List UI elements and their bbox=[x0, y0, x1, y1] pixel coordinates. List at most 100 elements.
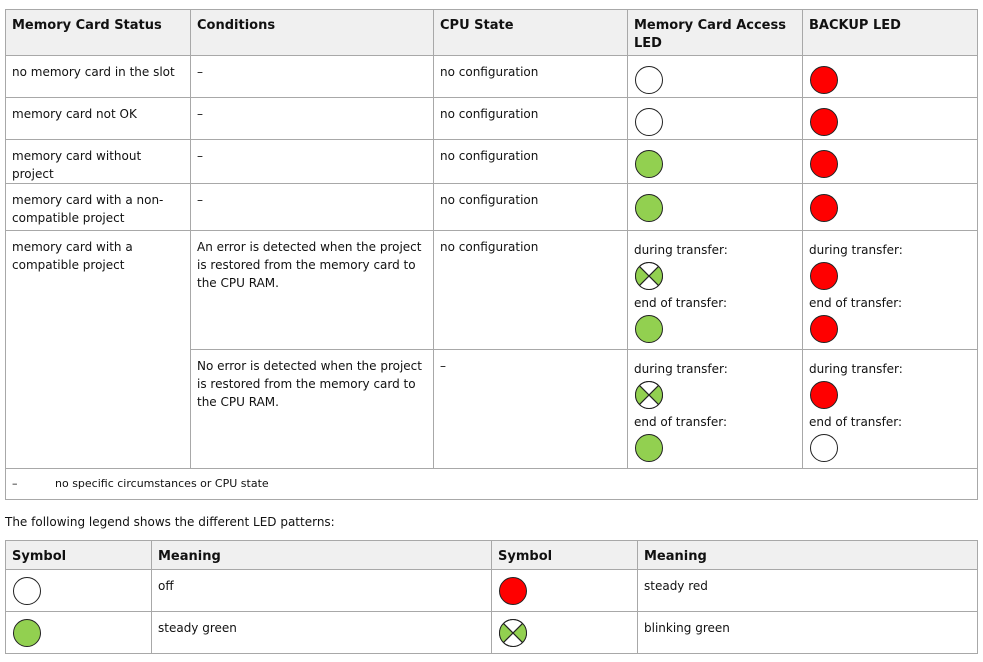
header-cell: CPU State bbox=[433, 9, 628, 56]
symbol-cell bbox=[491, 611, 638, 654]
header-row: Memory Card Status Conditions CPU State … bbox=[5, 9, 978, 56]
use-part bbox=[635, 434, 663, 462]
led-red bbox=[810, 315, 838, 343]
led-caption: during transfer: bbox=[634, 243, 728, 257]
row: memory card with a compatible project An… bbox=[5, 230, 978, 469]
use-part bbox=[634, 380, 664, 410]
led-off bbox=[635, 108, 663, 136]
header-cell: BACKUP LED bbox=[802, 9, 978, 56]
led-green bbox=[635, 315, 663, 343]
led-cell bbox=[802, 139, 978, 184]
led-cell: during transfer: end of transfer: bbox=[802, 230, 978, 350]
row: memory card with a non-compatible projec… bbox=[5, 183, 978, 231]
conditions-cell: An error is detected when the project is… bbox=[190, 230, 434, 350]
header-cell: Memory Card Status bbox=[5, 9, 191, 56]
conditions-cell: – bbox=[190, 139, 434, 184]
symbol-cell bbox=[5, 569, 152, 612]
use-part bbox=[498, 618, 528, 648]
use-part bbox=[13, 619, 41, 647]
led-cell bbox=[627, 183, 803, 231]
use-part bbox=[635, 315, 663, 343]
led-green bbox=[635, 194, 663, 222]
tbody-part: Memory Card Status Conditions CPU State … bbox=[5, 9, 978, 500]
led-red bbox=[810, 194, 838, 222]
led-blink-green bbox=[498, 618, 528, 648]
led-green bbox=[635, 150, 663, 178]
led-caption: during transfer: bbox=[809, 362, 903, 376]
led-caption: during transfer: bbox=[634, 362, 728, 376]
led-off bbox=[810, 434, 838, 462]
led-red bbox=[810, 150, 838, 178]
use-part bbox=[13, 577, 41, 605]
cpu-state-cell: no configuration bbox=[433, 230, 628, 350]
led-green bbox=[13, 619, 41, 647]
led-cell bbox=[802, 183, 978, 231]
use-part bbox=[810, 66, 838, 94]
use-part bbox=[635, 66, 663, 94]
led-off bbox=[13, 577, 41, 605]
header-row: Symbol Meaning Symbol Meaning bbox=[5, 540, 978, 570]
legend-table: Symbol Meaning Symbol Meaning off steady… bbox=[5, 540, 978, 654]
meaning-cell: steady green bbox=[151, 611, 492, 654]
use-part bbox=[810, 434, 838, 462]
led-cell bbox=[802, 97, 978, 140]
status-cell: memory card without project bbox=[5, 139, 191, 184]
status-cell: memory card with a non-compatible projec… bbox=[5, 183, 191, 231]
header-cell: Conditions bbox=[190, 9, 434, 56]
use-part bbox=[810, 150, 838, 178]
use-part bbox=[635, 194, 663, 222]
cpu-state-cell: no configuration bbox=[433, 183, 628, 231]
use-part bbox=[810, 108, 838, 136]
conditions-cell: – bbox=[190, 97, 434, 140]
footnote-row: – no specific circumstances or CPU state bbox=[5, 468, 978, 500]
led-red bbox=[810, 262, 838, 290]
led-caption: during transfer: bbox=[809, 243, 903, 257]
legend-intro: The following legend shows the different… bbox=[5, 515, 335, 529]
cpu-state-cell: no configuration bbox=[433, 97, 628, 140]
footnote-symbol: – bbox=[12, 477, 18, 490]
row: memory card not OK – no configuration bbox=[5, 97, 978, 140]
status-cell: memory card not OK bbox=[5, 97, 191, 140]
use-part bbox=[635, 150, 663, 178]
led-red bbox=[810, 381, 838, 409]
led-cell bbox=[627, 97, 803, 140]
footnote-text: no specific circumstances or CPU state bbox=[55, 477, 269, 490]
led-cell bbox=[802, 55, 978, 98]
led-off bbox=[635, 66, 663, 94]
row: steady green blinking green bbox=[5, 611, 978, 654]
use-part bbox=[634, 261, 664, 291]
led-red bbox=[810, 66, 838, 94]
header-cell: Symbol bbox=[5, 540, 152, 570]
meaning-cell: steady red bbox=[637, 569, 978, 612]
led-caption: end of transfer: bbox=[809, 296, 903, 310]
led-cell bbox=[627, 139, 803, 184]
cpu-state-cell: – bbox=[433, 349, 628, 469]
led-blink-green bbox=[634, 380, 664, 410]
row: No error is detected when the project is… bbox=[6, 349, 978, 469]
led-green bbox=[635, 434, 663, 462]
header-cell: Symbol bbox=[491, 540, 638, 570]
led-blink-green bbox=[634, 261, 664, 291]
tbody-part: Symbol Meaning Symbol Meaning off steady… bbox=[5, 540, 978, 654]
use-part bbox=[810, 315, 838, 343]
led-cell bbox=[627, 55, 803, 98]
led-caption: end of transfer: bbox=[634, 415, 728, 429]
use-part bbox=[810, 262, 838, 290]
conditions-cell: – bbox=[190, 55, 434, 98]
row: no memory card in the slot – no configur… bbox=[5, 55, 978, 98]
row: off steady red bbox=[5, 569, 978, 612]
header-cell: Meaning bbox=[151, 540, 492, 570]
meaning-cell: blinking green bbox=[637, 611, 978, 654]
conditions-cell: No error is detected when the project is… bbox=[190, 349, 434, 469]
use-part bbox=[635, 108, 663, 136]
status-table: Memory Card Status Conditions CPU State … bbox=[5, 9, 978, 500]
use-part bbox=[810, 194, 838, 222]
led-caption: end of transfer: bbox=[809, 415, 903, 429]
row: memory card without project – no configu… bbox=[5, 139, 978, 184]
cpu-state-cell: no configuration bbox=[433, 139, 628, 184]
led-cell: during transfer: end of transfer: bbox=[627, 230, 803, 350]
conditions-cell: – bbox=[190, 183, 434, 231]
use-part bbox=[499, 577, 527, 605]
